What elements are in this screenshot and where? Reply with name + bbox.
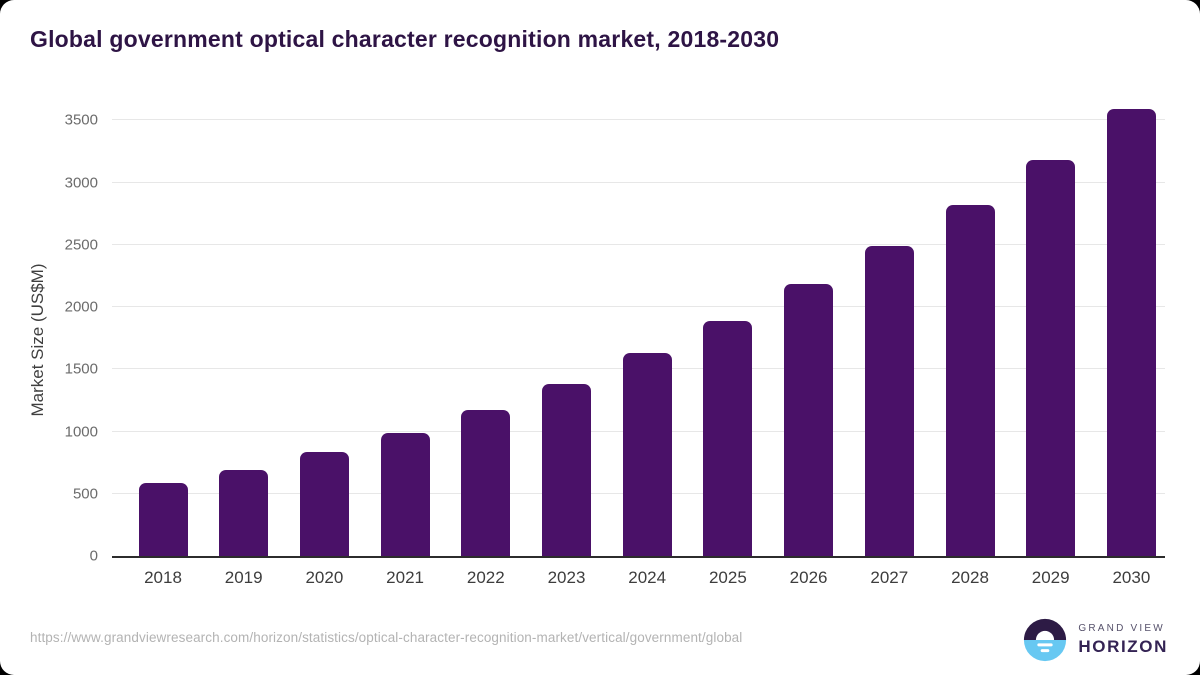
x-tick-label-2019: 2019	[224, 568, 263, 587]
x-tick-label-2029: 2029	[1031, 568, 1070, 587]
y-axis-label: Market Size (US$M)	[28, 263, 47, 417]
grand-view-horizon-logo: GRAND VIEW HORIZON	[1022, 617, 1168, 663]
y-tick-label-3500: 3500	[64, 111, 98, 129]
bar-2022	[461, 409, 511, 556]
y-tick-label-3000: 3000	[64, 174, 98, 192]
y-tick-label-500: 500	[72, 485, 98, 503]
x-tick-label-2021: 2021	[386, 568, 424, 587]
y-tick-label-1500: 1500	[64, 360, 98, 378]
bar-chart-plot-area: 0 500 1000 1500 2000 2500 3000 3500 2018 2019 2020…	[65, 109, 1165, 587]
bar-2019	[219, 469, 269, 556]
horizon-sunrise-icon	[1024, 618, 1067, 662]
bar-2018	[138, 483, 188, 556]
x-tick-label-2022: 2022	[466, 568, 505, 587]
x-tick-label-2026: 2026	[789, 568, 828, 587]
bar-2024	[622, 353, 672, 556]
bar-2026	[784, 284, 834, 556]
x-tick-label-2025: 2025	[708, 568, 747, 587]
bar-2027	[864, 246, 914, 556]
bar-2025	[703, 320, 753, 556]
gridline-2000	[112, 306, 1165, 308]
x-tick-label-2024: 2024	[628, 568, 667, 587]
x-tick-label-2030: 2030	[1112, 568, 1151, 587]
x-tick-label-2027: 2027	[870, 568, 909, 587]
source-url: https://www.grandviewresearch.com/horizo…	[30, 630, 743, 645]
x-tick-label-2020: 2020	[305, 568, 344, 587]
chart-title: Global government optical character reco…	[30, 26, 780, 52]
x-tick-label-2018: 2018	[144, 568, 182, 587]
x-tick-label-2023: 2023	[547, 568, 586, 587]
logo-text: GRAND VIEW HORIZON	[1078, 623, 1168, 657]
gridline-2500	[112, 243, 1165, 245]
y-tick-label-0: 0	[89, 547, 98, 565]
logo-product-name: HORIZON	[1078, 637, 1168, 656]
y-tick-label-2500: 2500	[64, 236, 98, 254]
bar-2023	[542, 383, 591, 556]
x-tick-label-2028: 2028	[951, 568, 989, 587]
y-tick-label-2000: 2000	[64, 298, 98, 316]
bar-2030	[1106, 109, 1156, 556]
y-tick-label-1000: 1000	[64, 423, 98, 441]
logo-brand-name: GRAND VIEW	[1078, 623, 1165, 634]
gridline-3500	[112, 119, 1165, 121]
bar-2029	[1026, 159, 1076, 556]
bar-2028	[945, 205, 995, 556]
bar-2020	[299, 452, 349, 556]
bar-2021	[380, 432, 430, 556]
gridline-3000	[112, 181, 1165, 183]
